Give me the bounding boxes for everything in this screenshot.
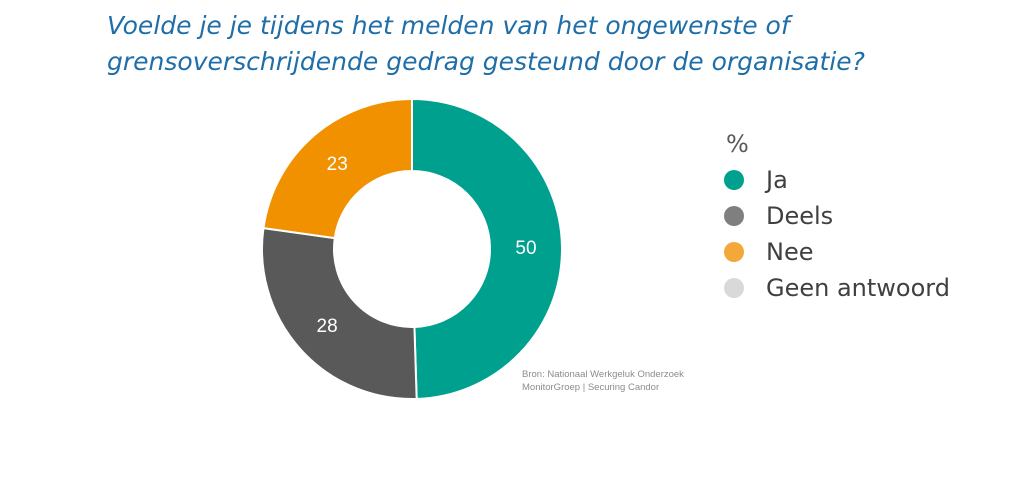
legend-label: Geen antwoord bbox=[766, 274, 950, 302]
legend-label: Nee bbox=[766, 238, 814, 266]
legend-marker-icon bbox=[724, 206, 744, 226]
legend-item-nee: Nee bbox=[724, 234, 950, 270]
data-label-nee: 23 bbox=[327, 154, 348, 175]
source-line-1: Bron: Nationaal Werkgeluk Onderzoek bbox=[522, 369, 684, 380]
legend-marker-icon bbox=[724, 242, 744, 262]
data-label-deels: 28 bbox=[317, 316, 338, 337]
legend-label: Ja bbox=[766, 166, 788, 194]
source-note: Bron: Nationaal Werkgeluk Onderzoek Moni… bbox=[522, 368, 684, 394]
data-label-ja: 50 bbox=[515, 238, 536, 259]
slice-deels bbox=[261, 226, 418, 400]
legend-marker-icon bbox=[724, 278, 744, 298]
legend-item-ja: Ja bbox=[724, 162, 950, 198]
legend-item-geen-antwoord: Geen antwoord bbox=[724, 270, 950, 306]
legend-title: % bbox=[726, 130, 749, 158]
legend-item-deels: Deels bbox=[724, 198, 950, 234]
legend: % Ja Deels Nee Geen antwoord bbox=[724, 130, 950, 306]
chart-title-line-1: Voelde je je tijdens het melden van het … bbox=[107, 11, 790, 40]
slice-nee bbox=[262, 97, 413, 240]
legend-marker-icon bbox=[724, 170, 744, 190]
source-line-2: MonitorGroep | Securing Candor bbox=[522, 382, 660, 393]
chart-title: Voelde je je tijdens het melden van het … bbox=[107, 8, 987, 80]
slice-ja bbox=[411, 97, 563, 400]
legend-label: Deels bbox=[766, 202, 834, 230]
chart-title-line-2: grensoverschrijdende gedrag gesteund doo… bbox=[107, 47, 865, 76]
